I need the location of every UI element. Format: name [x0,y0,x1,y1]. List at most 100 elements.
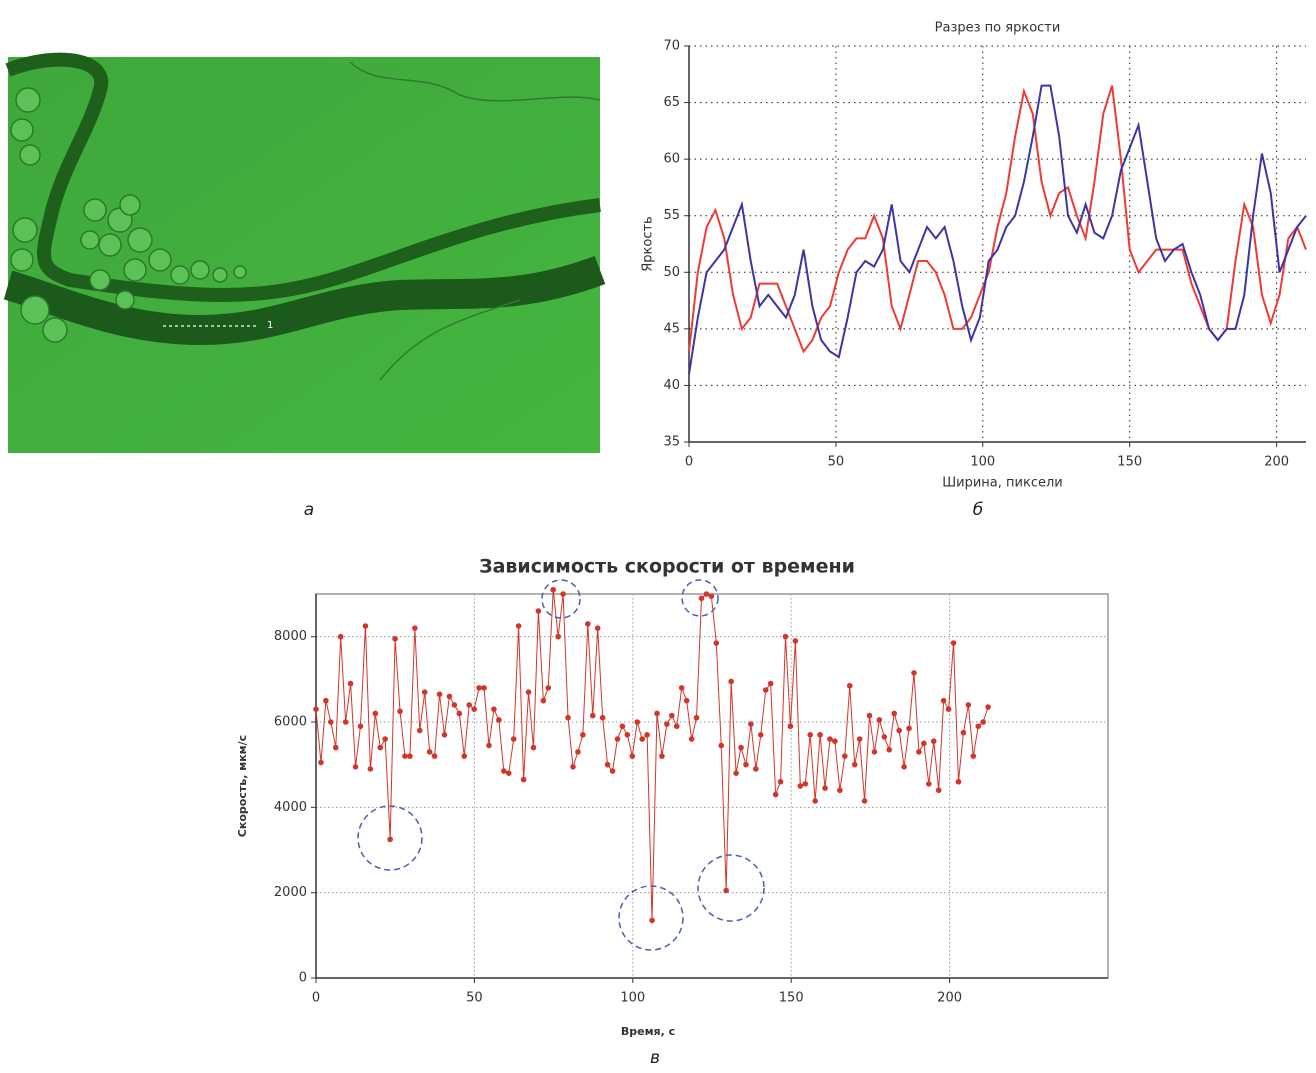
data-point [753,766,759,772]
data-point [916,749,922,755]
data-point [486,742,492,749]
caption: в [650,1048,660,1068]
y-tick-label: 4000 [274,800,307,815]
data-point [377,744,384,751]
y-tick-label: 2000 [274,885,307,900]
x-axis-label: Ширина, пиксели [942,476,1063,491]
data-point [560,591,566,597]
data-point [901,764,907,770]
y-tick-label: 50 [663,265,680,280]
data-point [510,736,517,742]
data-point [318,759,324,766]
data-point [505,770,512,776]
x-tick-label: 200 [937,991,962,1006]
data-point [822,785,828,791]
data-point [500,768,507,774]
data-point [634,719,641,725]
y-tick-label: 60 [663,152,680,167]
highlight-circles [357,579,765,951]
data-point [728,678,734,685]
data-point [530,744,537,751]
chart-title: Разрез по яркости [935,21,1061,36]
data-point [604,761,611,768]
caption: а [304,500,314,520]
data-point [851,761,858,768]
data-point [644,732,650,738]
data-point [926,781,932,787]
data-point [678,685,685,691]
x-tick-label: 100 [970,455,995,470]
data-point [387,836,393,843]
x-tick-label: 50 [466,991,483,1006]
data-point [782,633,789,640]
data-point [580,732,586,738]
data-point [960,729,967,736]
data-point [713,640,720,646]
y-tick-label: 55 [663,208,680,223]
y-tick-label: 6000 [274,715,307,730]
data-point [392,636,398,642]
data-point [980,719,986,725]
y-tick-label: 65 [663,95,680,110]
data-point [619,723,626,730]
data-point [313,706,319,712]
data-point [772,791,779,798]
data-point [955,778,962,785]
data-point [762,687,769,693]
data-point [451,702,458,708]
data-point [540,697,547,704]
data-point [945,706,952,712]
photo-marker-label: 1 [267,320,273,331]
data-point [431,753,438,759]
data-point [402,753,408,759]
data-point [614,736,621,742]
caption: б [973,500,983,520]
data-point [856,736,863,742]
data-point [708,593,715,599]
data-point [866,712,873,719]
data-point [565,714,571,721]
data-point [323,697,329,704]
data-point [837,787,843,794]
data-point [599,714,606,721]
data-point [515,623,522,629]
data-point [347,680,354,687]
data-point [876,717,883,723]
data-point [476,685,482,691]
photo: 1 [3,52,606,453]
data-point [654,710,660,717]
x-tick-label: 50 [828,455,845,470]
x-tick-label: 0 [685,455,693,470]
data-point [496,717,502,723]
data-point [332,744,339,751]
data-point [911,670,917,676]
data-point [589,712,596,719]
data-point [436,691,443,698]
data-point [698,595,705,602]
data-point [545,685,552,691]
data-point [797,783,804,789]
data-point [407,753,413,759]
x-tick-label: 200 [1264,455,1289,470]
data-point [777,778,784,785]
data-point [748,721,754,727]
data-point [817,732,823,738]
data-point [886,746,893,753]
data-point [846,682,853,689]
data-point [624,732,631,738]
y-tick-label: 8000 [274,629,307,644]
data-point [950,640,957,646]
data-point [757,732,764,738]
data-point [639,736,645,742]
data-point [935,787,942,794]
chart: Зависимость скорости от времени Время, с С… [236,556,1109,1038]
data-point [723,887,729,894]
data-point [733,770,739,776]
data-point [461,753,468,759]
data-point [525,689,532,695]
series-line [688,85,1307,354]
data-point [456,710,463,717]
data-point [382,736,388,742]
data-point [594,625,601,631]
